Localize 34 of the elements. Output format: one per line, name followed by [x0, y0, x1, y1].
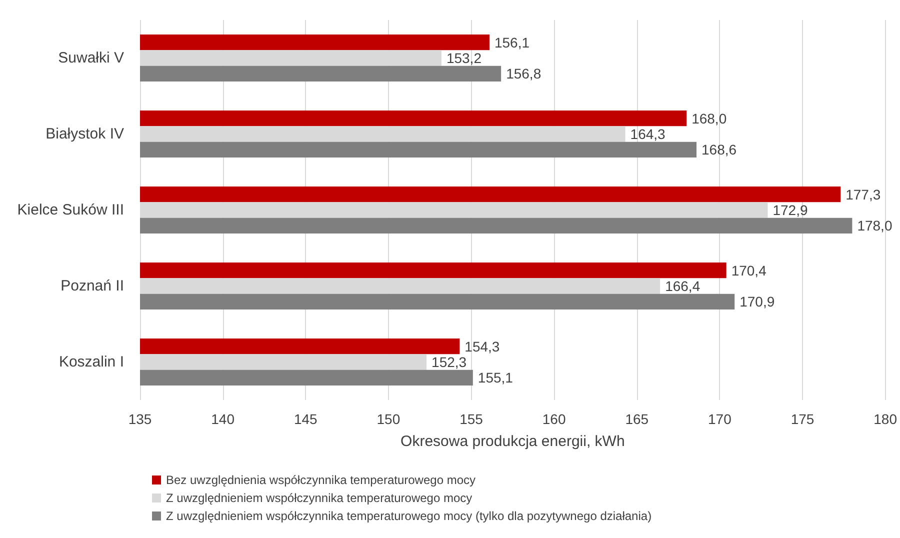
data-label: 178,0: [857, 218, 892, 234]
data-label: 153,2: [446, 50, 482, 66]
x-tick-label: 140: [211, 411, 235, 427]
x-tick-label: 165: [625, 411, 649, 427]
data-label: 156,8: [506, 66, 542, 82]
data-label: 170,4: [731, 262, 767, 278]
y-tick-label: Poznań II: [60, 278, 124, 294]
data-label: 177,3: [846, 186, 881, 202]
legend-label: Z uwzględnieniem współczynnika temperaturowego mocy: [166, 491, 472, 505]
x-tick-label: 155: [460, 411, 484, 427]
y-tick-label: Kielce Suków III: [17, 202, 124, 218]
data-label: 155,1: [478, 370, 514, 386]
data-label: 152,3: [432, 354, 467, 370]
legend-label: Bez uwzględnienia współczynnika temperaturowego mocy: [166, 473, 476, 487]
x-tick-label: 135: [128, 411, 152, 427]
x-tick-label: 170: [708, 411, 732, 427]
y-tick-label: Białystok IV: [46, 126, 124, 142]
x-tick-label: 145: [294, 411, 318, 427]
data-label: 154,3: [464, 338, 500, 354]
x-axis-title: Okresowa produkcja energii, kWh: [400, 433, 625, 450]
data-label: 168,0: [692, 110, 727, 126]
legend-label: Z uwzględnieniem współczynnika temperaturowego mocy (tylko dla pozytywnego działania): [166, 509, 652, 523]
x-tick-label: 150: [376, 411, 400, 427]
x-tick-label: 160: [542, 411, 566, 427]
data-label: 166,4: [665, 278, 700, 294]
data-label: 156,1: [494, 34, 530, 50]
x-tick-label: 175: [790, 411, 814, 427]
data-label: 170,9: [740, 294, 775, 310]
data-label: 168,6: [702, 142, 737, 158]
x-tick-label: 180: [874, 411, 898, 427]
data-label: 172,9: [772, 202, 808, 218]
y-tick-label: Suwałki V: [58, 50, 124, 66]
data-label: 164,3: [630, 126, 666, 142]
y-tick-label: Koszalin I: [58, 354, 124, 370]
